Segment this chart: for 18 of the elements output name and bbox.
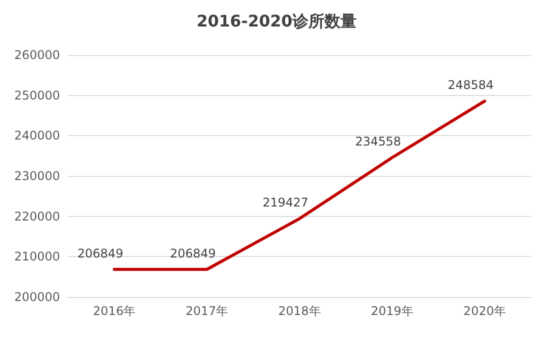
data-label: 234558 <box>355 134 402 149</box>
y-tick-label: 250000 <box>14 88 60 102</box>
chart-title: 2016-2020诊所数量 <box>196 12 356 30</box>
x-tick-label: 2019年 <box>370 304 414 318</box>
data-label: 206849 <box>170 246 216 260</box>
x-tick-label: 2016年 <box>93 304 136 318</box>
x-tick-label: 2020年 <box>463 304 506 318</box>
x-tick-label: 2018年 <box>278 304 321 318</box>
y-tick-label: 260000 <box>14 48 60 62</box>
x-tick-label: 2017年 <box>186 304 228 318</box>
y-tick-label: 230000 <box>14 169 60 183</box>
y-tick-label: 220000 <box>14 209 60 224</box>
data-label: 248584 <box>448 78 494 92</box>
y-tick-label: 200000 <box>14 290 60 304</box>
y-tick-label: 240000 <box>14 128 60 143</box>
y-tick-label: 210000 <box>14 250 60 264</box>
data-label: 206849 <box>77 246 124 260</box>
data-label: 219427 <box>262 196 308 210</box>
